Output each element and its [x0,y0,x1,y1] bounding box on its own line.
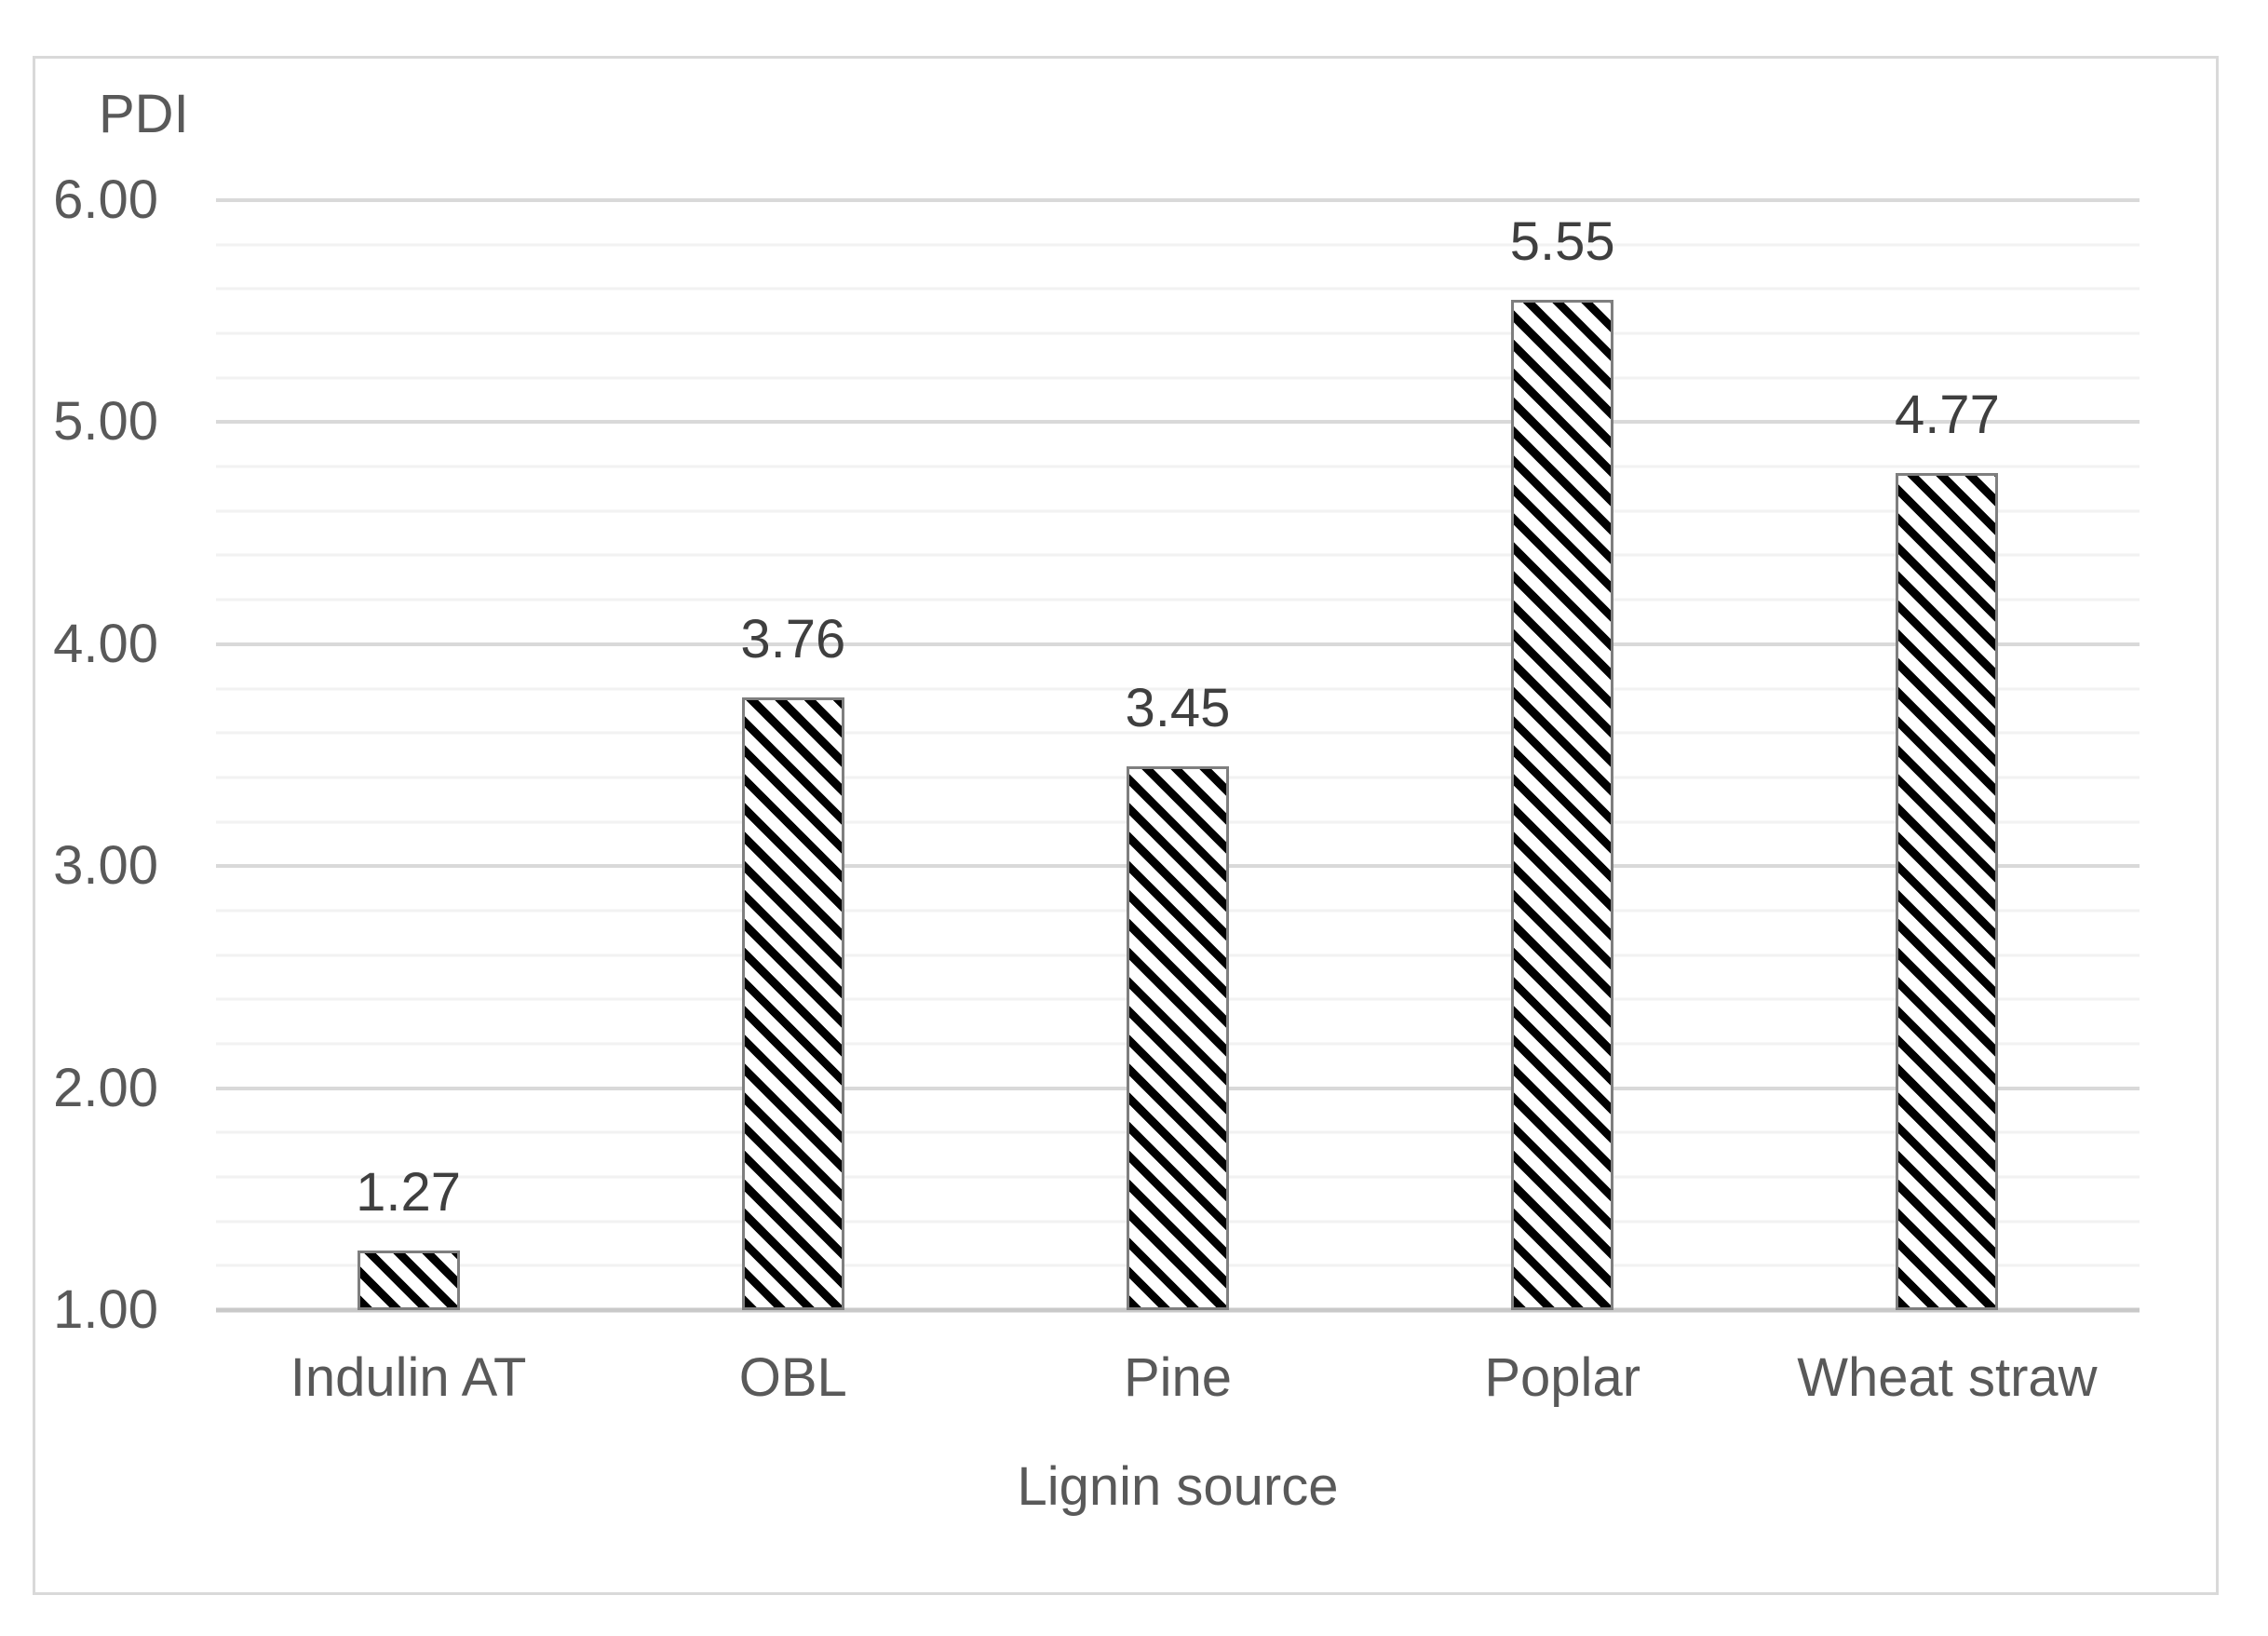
data-label-obl: 3.76 [740,609,846,669]
minor-gridline [216,598,2140,602]
minor-gridline [216,731,2140,735]
data-label-poplar: 5.55 [1509,211,1615,273]
category-label-indulin-at: Indulin AT [290,1347,527,1408]
y-tick-label: 5.00 [53,391,158,453]
minor-gridline [216,287,2140,291]
chart-area [33,56,2219,1595]
bar-indulin-at [357,1250,460,1310]
y-tick-label: 1.00 [53,1279,158,1340]
y-tick-label: 4.00 [53,613,158,674]
x-axis-line [216,1307,2140,1313]
y-tick-label: 2.00 [53,1057,158,1118]
y-tick-label: 3.00 [53,835,158,897]
minor-gridline [216,687,2140,690]
minor-gridline [216,553,2140,557]
data-label-indulin-at: 1.27 [356,1161,462,1223]
data-label-wheat-straw: 4.77 [1894,385,2000,446]
minor-gridline [216,376,2140,380]
x-axis-title: Lignin source [1017,1456,1339,1517]
category-label-obl: OBL [738,1347,847,1408]
category-label-wheat-straw: Wheat straw [1797,1347,2098,1408]
category-label-poplar: Poplar [1484,1347,1641,1408]
data-label-pine: 3.45 [1125,677,1231,738]
minor-gridline [216,509,2140,513]
y-axis-title: PDI [99,84,189,144]
minor-gridline [216,465,2140,468]
y-tick-label: 6.00 [53,169,158,230]
minor-gridline [216,243,2140,247]
major-gridline [216,420,2140,425]
major-gridline [216,642,2140,646]
bar-wheat-straw [1896,473,1999,1310]
major-gridline [216,198,2140,202]
bar-obl [741,697,844,1310]
bar-pine [1127,765,1229,1310]
bar-poplar [1511,300,1614,1310]
minor-gridline [216,331,2140,335]
category-label-pine: Pine [1123,1347,1233,1408]
